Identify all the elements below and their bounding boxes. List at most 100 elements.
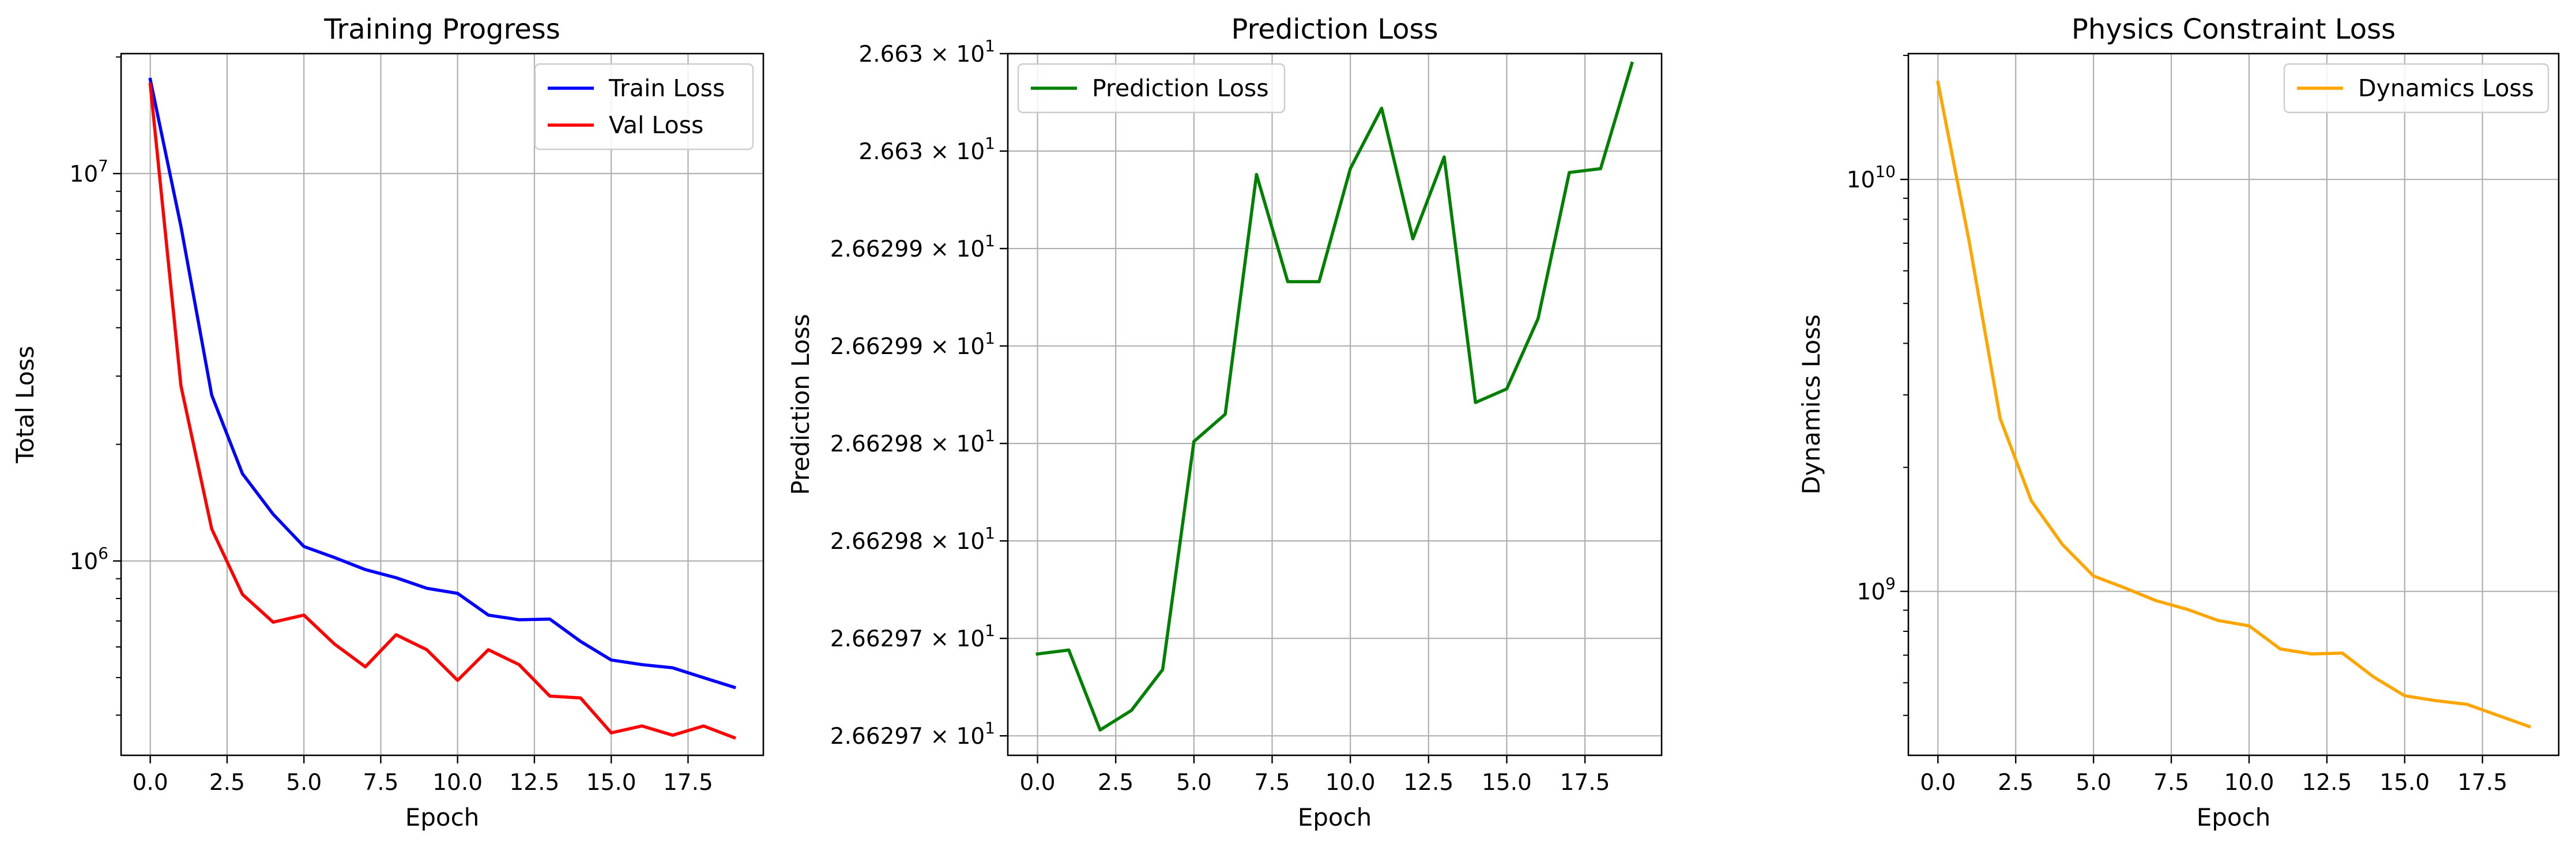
physics-constraint-loss-panel: 0.0 2.5 5.0 7.5 10.0 12.5 15.0 17.51010109Physi… [1797, 13, 2560, 831]
y-axis-label: Dynamics Loss [1797, 314, 1825, 495]
tick-base: 10 [956, 42, 985, 67]
y-tick-label: 2.66299 × 101 [830, 231, 995, 262]
x-tick-label: 10.0 [1325, 770, 1376, 796]
x-tick-label: 15.0 [1482, 770, 1532, 796]
tick-mantissa: 2.66298 [830, 529, 923, 555]
grid [121, 54, 763, 755]
legend-label: Train Loss [608, 74, 725, 102]
x-tick-label: 12.5 [1403, 770, 1453, 796]
tick-exponent: 10 [1875, 162, 1896, 181]
tick-times-sign: × [923, 42, 956, 67]
tick-base: 10 [956, 431, 985, 457]
y-axis-label: Prediction Loss [786, 314, 815, 495]
tick-base: 10 [956, 236, 985, 262]
x-tick-label: 2.5 [209, 770, 245, 796]
tick-base: 10 [956, 334, 985, 360]
chart-title: Training Progress [323, 13, 560, 46]
series-line-val-loss [148, 82, 736, 740]
x-tick-label: 7.5 [2153, 770, 2189, 796]
y-tick-label: 2.663 × 101 [858, 134, 995, 165]
tick-times-sign: × [923, 529, 956, 555]
tick-exponent: 1 [985, 36, 995, 55]
tick-base: 10 [70, 549, 99, 575]
tick-mantissa: 2.66298 [830, 431, 923, 457]
y-tick-label: 2.66297 × 101 [830, 621, 995, 652]
x-tick-label: 5.0 [1176, 770, 1212, 796]
y-tick-label: 2.66298 × 101 [830, 524, 995, 555]
legend-label: Prediction Loss [1092, 74, 1269, 102]
legend-label: Val Loss [609, 111, 703, 139]
tick-base: 10 [956, 529, 985, 555]
tick-base: 10 [1857, 579, 1886, 605]
x-tick-label: 2.5 [1998, 770, 2033, 796]
x-tick-label: 2.5 [1098, 770, 1133, 796]
x-tick-label: 17.5 [1560, 770, 1610, 796]
tick-mantissa: 2.66299 [830, 334, 923, 360]
x-axis-label: Epoch [2197, 803, 2271, 831]
legend-box [2283, 63, 2549, 114]
tick-exponent: 1 [985, 231, 995, 250]
axes-frame [120, 52, 764, 756]
x-tick-label: 15.0 [586, 770, 637, 796]
x-tick-label: 17.5 [663, 770, 713, 796]
chart-title: Physics Constraint Loss [2072, 13, 2396, 46]
tick-times-sign: × [923, 334, 956, 360]
legend: Train Loss Val Loss [534, 63, 754, 150]
y-tick-label: 107 [70, 156, 108, 187]
tick-exponent: 7 [98, 156, 108, 175]
tick-times-sign: × [923, 236, 956, 262]
x-tick-label: 7.5 [1254, 770, 1290, 796]
series-line-dynamics-loss [1936, 80, 2532, 729]
y-tick-label: 1010 [1847, 162, 1896, 193]
tick-exponent: 1 [985, 134, 995, 153]
grid [1008, 52, 1662, 755]
tick-exponent: 6 [98, 544, 108, 563]
series-line-train-loss [148, 77, 736, 690]
y-tick-label: 2.663 × 101 [858, 36, 995, 67]
x-tick-label: 15.0 [2379, 770, 2430, 796]
y-tick-label: 109 [1857, 574, 1896, 605]
y-tick-label: 2.66297 × 101 [830, 718, 995, 750]
legend-box [1017, 63, 1286, 114]
x-tick-label: 0.0 [1920, 770, 1956, 796]
tick-mantissa: 2.66297 [830, 626, 923, 652]
x-tick-label: 0.0 [1020, 770, 1056, 796]
tick-mantissa: 2.66299 [830, 236, 923, 262]
x-axis-label: Epoch [405, 803, 480, 831]
x-tick-label: 17.5 [2457, 770, 2507, 796]
prediction-loss-panel: 0.0 2.5 5.0 7.5 10.0 12.5 15.0 17.52.663 × 1012… [786, 13, 1663, 831]
x-tick-label: 0.0 [133, 770, 168, 796]
tick-base: 10 [1847, 167, 1875, 193]
tick-exponent: 1 [985, 329, 995, 348]
axes-frame [1007, 52, 1663, 756]
x-tick-label: 12.5 [509, 770, 559, 796]
x-tick-label: 10.0 [2224, 770, 2274, 796]
x-tick-label: 10.0 [432, 770, 483, 796]
legend: Prediction Loss [1017, 63, 1286, 114]
tick-times-sign: × [923, 626, 956, 652]
tick-times-sign: × [923, 139, 956, 165]
tick-mantissa: 2.663 [858, 42, 923, 67]
y-tick-label: 2.66299 × 101 [830, 329, 995, 360]
tick-mantissa: 2.663 [858, 139, 923, 165]
training-progress-panel: 0.0 2.5 5.0 7.5 10.0 12.5 15.0 17.5107106Traini… [11, 13, 764, 831]
x-tick-label: 7.5 [363, 770, 398, 796]
y-tick-label: 106 [70, 544, 108, 575]
legend: Dynamics Loss [2283, 63, 2549, 114]
tick-exponent: 1 [985, 426, 995, 445]
tick-times-sign: × [923, 431, 956, 457]
legend-box [534, 63, 754, 150]
tick-exponent: 1 [985, 718, 995, 737]
legend-label: Dynamics Loss [2358, 74, 2534, 102]
series-line-prediction-loss [1035, 61, 1634, 732]
grid [1908, 54, 2559, 755]
y-tick-label: 2.66298 × 101 [830, 426, 995, 457]
tick-exponent: 1 [985, 621, 995, 640]
tick-mantissa: 2.66297 [830, 724, 923, 750]
chart-title: Prediction Loss [1231, 13, 1438, 46]
tick-times-sign: × [923, 724, 956, 750]
tick-exponent: 1 [985, 524, 995, 543]
tick-exponent: 9 [1885, 574, 1896, 593]
tick-base: 10 [70, 161, 99, 187]
